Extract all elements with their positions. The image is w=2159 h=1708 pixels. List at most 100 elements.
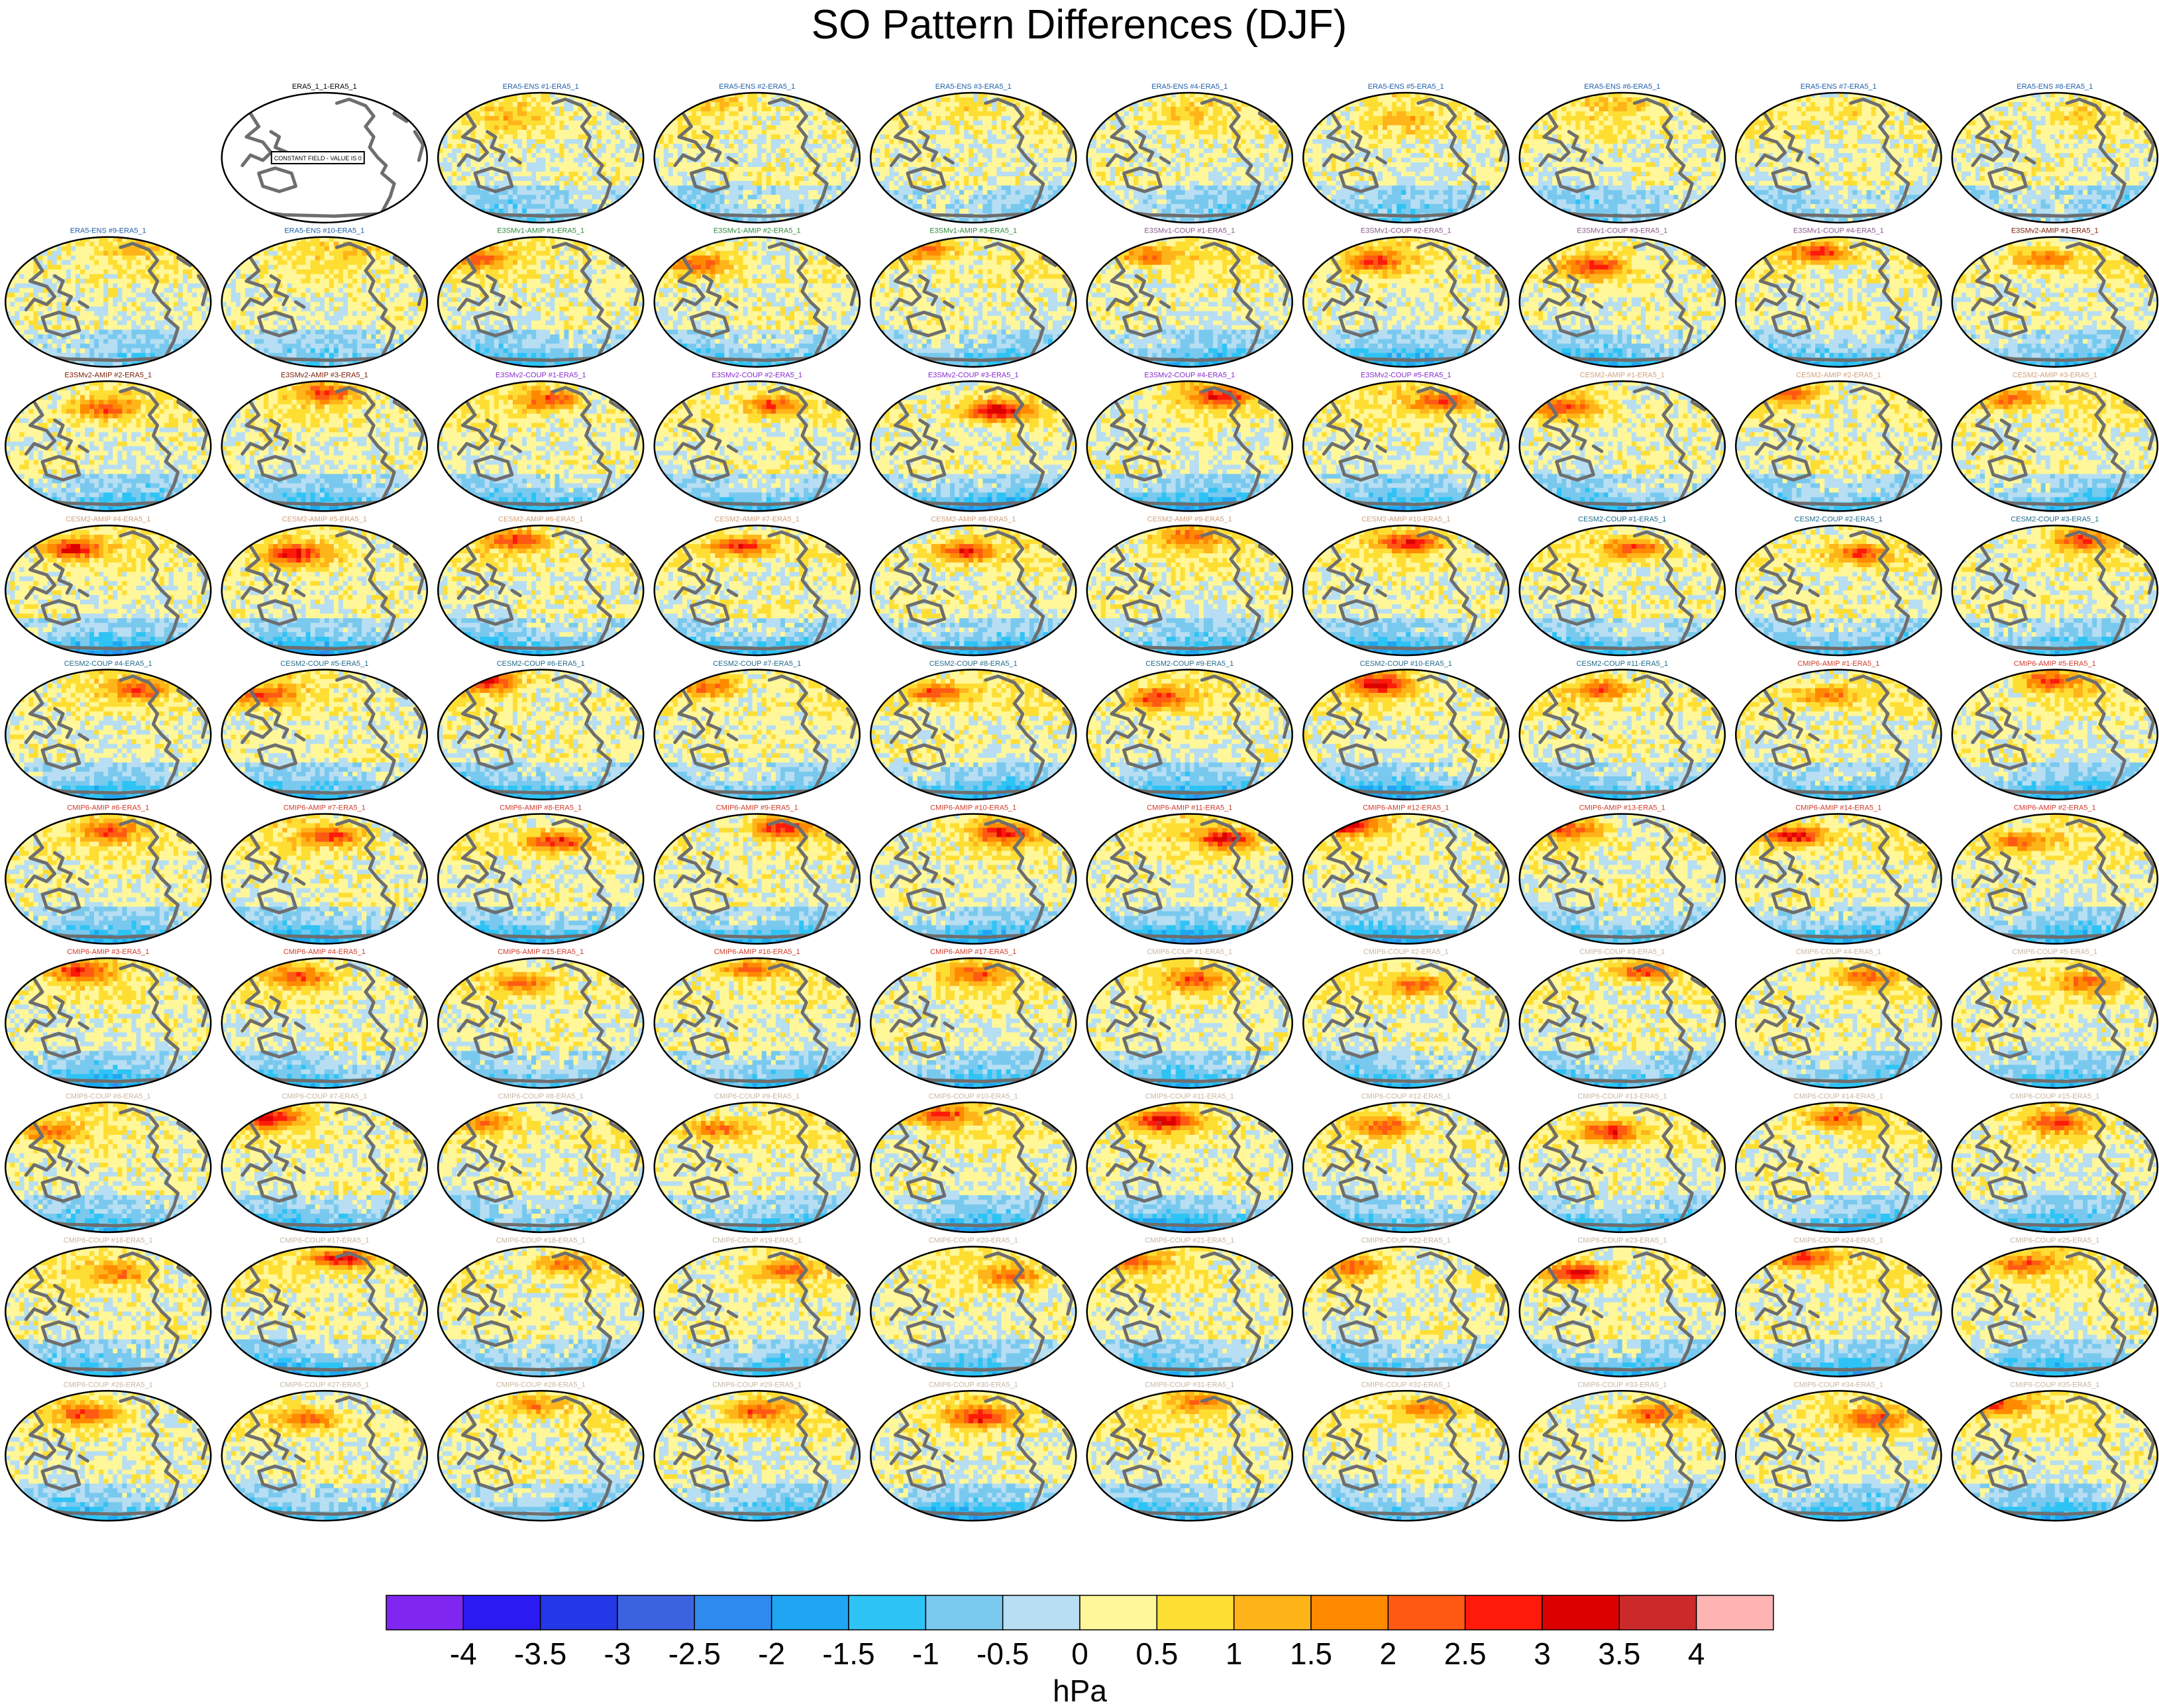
panel-title: CMIP6-COUP #13-ERA5_1	[1577, 1093, 1667, 1100]
panel-title: CMIP6-COUP #28-ERA5_1	[496, 1381, 586, 1389]
panel-title: CMIP6-COUP #2-ERA5_1	[1363, 948, 1449, 956]
panel-title: CESM2-AMIP #7-ERA5_1	[715, 515, 800, 523]
panel-title: E3SMv2-COUP #2-ERA5_1	[711, 371, 802, 379]
panel-title: CMIP6-COUP #25-ERA5_1	[2010, 1237, 2099, 1245]
panel-title: CMIP6-AMIP #16-ERA5_1	[714, 948, 800, 956]
panel-title: E3SMv2-COUP #1-ERA5_1	[496, 371, 586, 379]
panel-title: CMIP6-COUP #31-ERA5_1	[1145, 1381, 1234, 1389]
colorbar-tick-label: 1	[1226, 1636, 1243, 1671]
colorbar-unit-label: hPa	[1053, 1674, 1107, 1708]
colorbar-swatch	[1157, 1595, 1234, 1630]
colorbar-swatch	[1542, 1595, 1619, 1630]
panel-title: CMIP6-AMIP #12-ERA5_1	[1363, 804, 1449, 812]
panel-title: ERA5-ENS #4-ERA5_1	[1151, 83, 1228, 91]
panel-title: CMIP6-COUP #15-ERA5_1	[2010, 1093, 2099, 1100]
colorbar-tick-label: 3	[1534, 1636, 1551, 1671]
panel-title: ERA5-ENS #9-ERA5_1	[70, 227, 146, 235]
panel-title: CMIP6-COUP #33-ERA5_1	[1577, 1381, 1667, 1389]
colorbar-swatch	[925, 1595, 1002, 1630]
panel-title: CMIP6-AMIP #17-ERA5_1	[930, 948, 1016, 956]
colorbar-tick-label: -3	[604, 1636, 631, 1671]
panel-title: CESM2-COUP #8-ERA5_1	[929, 660, 1018, 668]
panel-title: CESM2-AMIP #2-ERA5_1	[1796, 371, 1881, 379]
colorbar-swatch	[617, 1595, 694, 1630]
panel-title: CMIP6-COUP #35-ERA5_1	[2010, 1381, 2099, 1389]
colorbar-swatch	[694, 1595, 771, 1630]
colorbar-tick-label: -1.5	[822, 1636, 874, 1671]
panel-title: CMIP6-AMIP #14-ERA5_1	[1795, 804, 1881, 812]
panel-title: CESM2-COUP #2-ERA5_1	[1795, 515, 1883, 523]
panel-title: CESM2-AMIP #5-ERA5_1	[282, 515, 367, 523]
colorbar-swatch	[1234, 1595, 1311, 1630]
panel-title: CESM2-AMIP #1-ERA5_1	[1580, 371, 1665, 379]
panel-title: ERA5-ENS #10-ERA5_1	[284, 227, 364, 235]
panel-title: CMIP6-AMIP #7-ERA5_1	[284, 804, 366, 812]
colorbar-swatch	[1388, 1595, 1465, 1630]
panel-title: CMIP6-COUP #34-ERA5_1	[1794, 1381, 1883, 1389]
panel-title: ERA5-ENS #6-ERA5_1	[1584, 83, 1660, 91]
panel-title: CMIP6-COUP #6-ERA5_1	[66, 1093, 151, 1100]
panel-title: CMIP6-COUP #23-ERA5_1	[1577, 1237, 1667, 1245]
panel-title: CMIP6-AMIP #9-ERA5_1	[716, 804, 798, 812]
colorbar-swatch	[1080, 1595, 1157, 1630]
panel-title: CMIP6-COUP #22-ERA5_1	[1361, 1237, 1451, 1245]
panel-title: ERA5-ENS #1-ERA5_1	[503, 83, 579, 91]
panel-title: CMIP6-COUP #29-ERA5_1	[712, 1381, 802, 1389]
colorbar-tick-label: -0.5	[976, 1636, 1029, 1671]
panel-title: CMIP6-COUP #12-ERA5_1	[1361, 1093, 1451, 1100]
panel-title: CESM2-COUP #3-ERA5_1	[2011, 515, 2099, 523]
colorbar-tick-label: 4	[1688, 1636, 1705, 1671]
panel-title: CMIP6-AMIP #11-ERA5_1	[1147, 804, 1232, 812]
panel-title: CESM2-COUP #10-ERA5_1	[1360, 660, 1452, 668]
panel-title: ERA5-ENS #5-ERA5_1	[1368, 83, 1444, 91]
panel-title: ERA5-ENS #3-ERA5_1	[935, 83, 1012, 91]
panel-title: CESM2-AMIP #4-ERA5_1	[66, 515, 150, 523]
panel-title: CMIP6-AMIP #8-ERA5_1	[500, 804, 582, 812]
panel-title: CESM2-COUP #11-ERA5_1	[1577, 660, 1668, 668]
panel-title: CESM2-AMIP #10-ERA5_1	[1361, 515, 1450, 523]
panel-title: CESM2-AMIP #6-ERA5_1	[498, 515, 583, 523]
panel-title: E3SMv1-COUP #3-ERA5_1	[1577, 227, 1667, 235]
panel-title: CMIP6-COUP #3-ERA5_1	[1579, 948, 1665, 956]
panel-title: ERA5_1_1-ERA5_1	[292, 83, 357, 91]
panel-title: ERA5-ENS #7-ERA5_1	[1801, 83, 1877, 91]
panel-title: E3SMv2-AMIP #3-ERA5_1	[281, 371, 368, 379]
colorbar-tick-label: -2.5	[668, 1636, 721, 1671]
panel-title: CMIP6-COUP #32-ERA5_1	[1361, 1381, 1451, 1389]
panel-title: CMIP6-COUP #16-ERA5_1	[64, 1237, 153, 1245]
colorbar-swatch	[1311, 1595, 1388, 1630]
panel-title: CESM2-COUP #6-ERA5_1	[497, 660, 585, 668]
panel-title: E3SMv1-AMIP #2-ERA5_1	[713, 227, 801, 235]
panel-title: CMIP6-COUP #8-ERA5_1	[498, 1093, 584, 1100]
colorbar-swatch	[541, 1595, 617, 1630]
panel-title: CMIP6-COUP #14-ERA5_1	[1794, 1093, 1883, 1100]
panel-title: CMIP6-AMIP #5-ERA5_1	[2014, 660, 2096, 668]
panel-title: CESM2-COUP #4-ERA5_1	[64, 660, 152, 668]
panel-title: E3SMv1-AMIP #3-ERA5_1	[929, 227, 1017, 235]
panel-title: CMIP6-AMIP #10-ERA5_1	[930, 804, 1016, 812]
panel-title: CMIP6-COUP #10-ERA5_1	[929, 1093, 1018, 1100]
panel-title: CMIP6-COUP #17-ERA5_1	[280, 1237, 369, 1245]
panel-title: CMIP6-COUP #18-ERA5_1	[496, 1237, 586, 1245]
colorbar-tick-label: -4	[450, 1636, 477, 1671]
colorbar-swatch	[1697, 1595, 1773, 1630]
panel-title: CMIP6-AMIP #13-ERA5_1	[1579, 804, 1665, 812]
panel-title: ERA5-ENS #2-ERA5_1	[719, 83, 795, 91]
panel-title: CESM2-COUP #9-ERA5_1	[1145, 660, 1234, 668]
panel-title: CMIP6-AMIP #15-ERA5_1	[498, 948, 584, 956]
colorbar-tick-label: 0.5	[1135, 1636, 1178, 1671]
colorbar-swatch	[386, 1595, 463, 1630]
panel-title: ERA5-ENS #8-ERA5_1	[2017, 83, 2093, 91]
panel-title: CMIP6-COUP #19-ERA5_1	[712, 1237, 802, 1245]
panel-title: CMIP6-AMIP #2-ERA5_1	[2014, 804, 2096, 812]
colorbar-tick-label: 0	[1071, 1636, 1088, 1671]
colorbar-swatch	[1465, 1595, 1542, 1630]
panel-title: CMIP6-COUP #20-ERA5_1	[929, 1237, 1018, 1245]
panel-title: CMIP6-COUP #1-ERA5_1	[1147, 948, 1232, 956]
constant-field-label: CONSTANT FIELD - VALUE IS 0	[274, 155, 362, 162]
panel-title: E3SMv2-COUP #5-ERA5_1	[1361, 371, 1451, 379]
colorbar-swatch	[1003, 1595, 1080, 1630]
panel-title: CMIP6-AMIP #1-ERA5_1	[1797, 660, 1879, 668]
panel-title: CESM2-COUP #1-ERA5_1	[1578, 515, 1666, 523]
